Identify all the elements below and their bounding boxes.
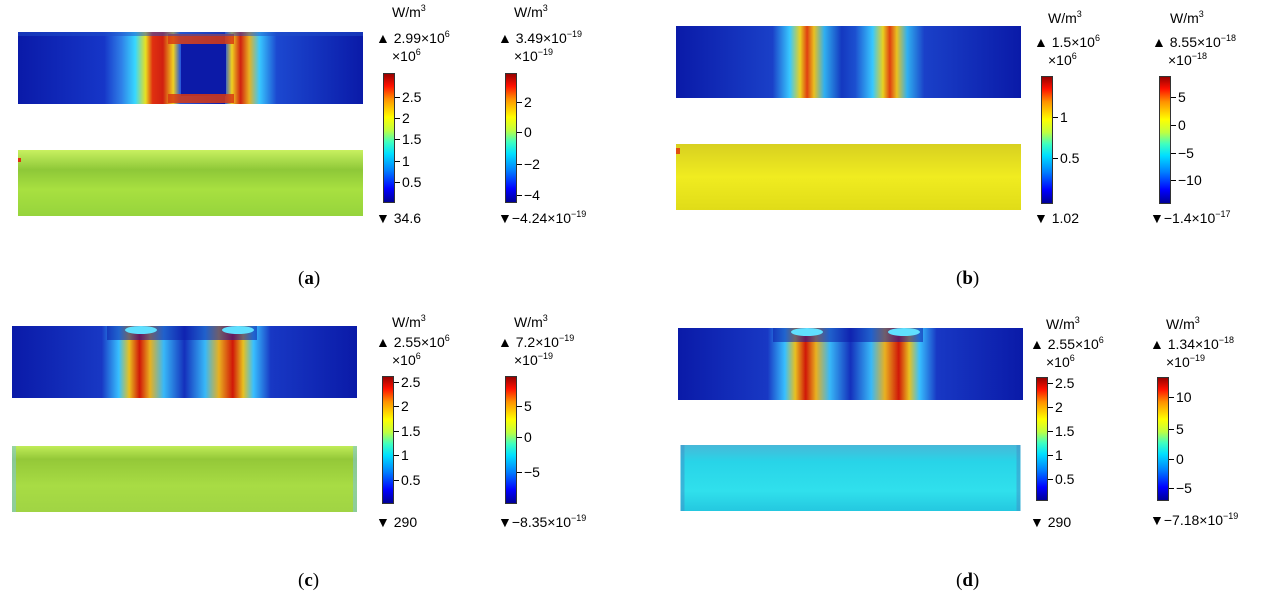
multiplier-c-left: ×106: [392, 351, 421, 369]
tick-c-right-0: 5: [517, 398, 532, 414]
multiplier-a-left: ×106: [392, 47, 421, 65]
unit-label-d-left: W/m3: [1046, 315, 1080, 333]
min-label-a-right: ▼−4.24×10−19: [498, 209, 587, 227]
tick-d-left-1: 2: [1048, 399, 1063, 415]
heat-field-top-b: [676, 26, 1021, 98]
caption-b: (b): [956, 268, 980, 289]
tick-c-left-1: 2: [394, 398, 409, 414]
min-label-c-left: ▼ 290: [376, 514, 418, 530]
min-label-d-left: ▼ 290: [1030, 514, 1072, 530]
tick-c-right-2: −5: [517, 464, 540, 480]
max-label-c-left: ▲ 2.55×106: [376, 333, 450, 351]
field-bottom-c: [12, 446, 357, 512]
max-label-a-right: ▲ 3.49×10−19: [498, 29, 583, 47]
max-label-a-left: ▲ 2.99×106: [376, 29, 450, 47]
caption-a: (a): [298, 268, 321, 289]
unit-label-b-right: W/m3: [1170, 9, 1204, 27]
tick-d-right-3: −5: [1169, 480, 1192, 496]
tick-a-right-2: −2: [517, 156, 540, 172]
tick-c-left-3: 1: [394, 447, 409, 463]
max-label-d-left: ▲ 2.55×106: [1030, 335, 1104, 353]
min-label-d-right: ▼−7.18×10−19: [1150, 511, 1239, 529]
tick-a-left-3: 1: [395, 153, 410, 169]
multiplier-b-left: ×106: [1048, 51, 1077, 69]
field-bottom-b: [676, 144, 1021, 210]
colorbar-d-left: [1036, 377, 1048, 501]
min-label-c-right: ▼−8.35×10−19: [498, 513, 587, 531]
caption-d: (d): [956, 570, 980, 591]
field-bottom-a: [18, 150, 363, 216]
colorbar-a-right: [505, 73, 517, 203]
heat-field-top-a: [18, 32, 363, 104]
heat-field-top-c: [12, 326, 357, 398]
tick-d-right-1: 5: [1169, 421, 1184, 437]
tick-d-right-0: 10: [1169, 389, 1192, 405]
tick-b-left-0: 1: [1053, 109, 1068, 125]
unit-label-b-left: W/m3: [1048, 9, 1082, 27]
tick-a-left-1: 2: [395, 110, 410, 126]
tick-a-left-2: 1.5: [394, 131, 422, 147]
max-label-c-right: ▲ 7.2×10−19: [498, 333, 575, 351]
tick-b-right-2: −5: [1171, 145, 1194, 161]
max-label-b-right: ▲ 8.55×10−18: [1152, 33, 1237, 51]
min-label-a-left: ▼ 34.6: [376, 210, 421, 226]
colorbar-d-right: [1157, 377, 1169, 501]
colorbar-c-right: [505, 376, 517, 504]
multiplier-b-right: ×10−18: [1168, 51, 1208, 69]
tick-b-right-0: 5: [1171, 89, 1186, 105]
min-label-b-right: ▼−1.4×10−17: [1150, 209, 1231, 227]
multiplier-d-right: ×10−19: [1166, 353, 1206, 371]
tick-b-right-1: 0: [1171, 117, 1186, 133]
tick-c-left-2: 1.5: [393, 423, 421, 439]
tick-a-right-3: −4: [517, 187, 540, 203]
min-label-b-left: ▼ 1.02: [1034, 210, 1079, 226]
multiplier-a-right: ×10−19: [514, 47, 554, 65]
tick-d-left-4: 0.5: [1047, 471, 1075, 487]
colorbar-c-left: [382, 376, 394, 504]
field-bottom-d: [680, 445, 1021, 511]
tick-a-left-0: 2.5: [394, 89, 422, 105]
tick-b-left-1: 0.5: [1052, 150, 1080, 166]
colorbar-a-left: [383, 73, 395, 203]
tick-a-right-0: 2: [517, 94, 532, 110]
tick-b-right-3: −10: [1171, 172, 1202, 188]
unit-label-c-right: W/m3: [514, 313, 548, 331]
tick-d-left-3: 1: [1048, 447, 1063, 463]
multiplier-d-left: ×106: [1046, 353, 1075, 371]
unit-label-d-right: W/m3: [1166, 315, 1200, 333]
tick-a-right-1: 0: [517, 124, 532, 140]
tick-c-left-0: 2.5: [393, 374, 421, 390]
tick-d-left-2: 1.5: [1047, 423, 1075, 439]
colorbar-b-left: [1041, 76, 1053, 204]
tick-d-right-2: 0: [1169, 451, 1184, 467]
unit-label-c-left: W/m3: [392, 313, 426, 331]
tick-c-right-1: 0: [517, 429, 532, 445]
tick-a-left-4: 0.5: [394, 174, 422, 190]
colorbar-b-right: [1159, 76, 1171, 204]
max-label-b-left: ▲ 1.5×106: [1034, 33, 1100, 51]
multiplier-c-right: ×10−19: [514, 351, 554, 369]
caption-c: (c): [298, 570, 320, 591]
tick-c-left-4: 0.5: [393, 472, 421, 488]
unit-label-a-right: W/m3: [514, 3, 548, 21]
unit-label-a-left: W/m3: [392, 3, 426, 21]
tick-d-left-0: 2.5: [1047, 375, 1075, 391]
max-label-d-right: ▲ 1.34×10−18: [1150, 335, 1235, 353]
heat-field-top-d: [678, 328, 1023, 400]
